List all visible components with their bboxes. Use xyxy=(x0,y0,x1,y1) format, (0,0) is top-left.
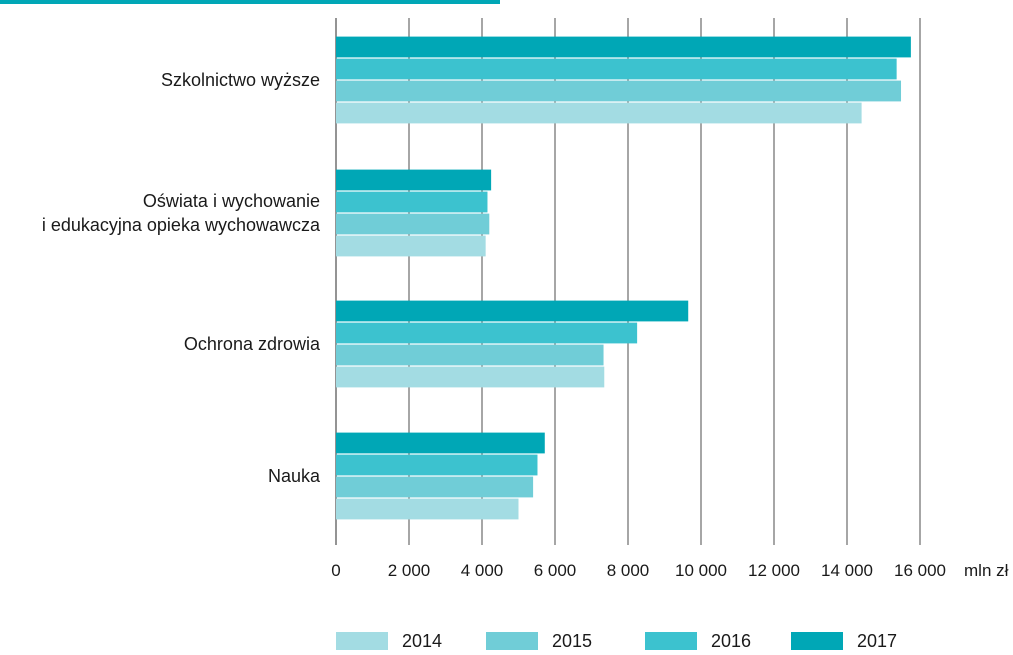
x-tick-label: 10 000 xyxy=(675,561,727,580)
bar-2014 xyxy=(336,366,605,388)
category-label: Szkolnictwo wyższe xyxy=(161,70,320,90)
x-tick-label: 0 xyxy=(331,561,340,580)
legend-item-2015: 2015 xyxy=(486,630,592,652)
category-label: Ochrona zdrowia xyxy=(184,334,321,354)
bar-2017 xyxy=(336,36,911,58)
legend-item-2014: 2014 xyxy=(336,630,442,652)
legend-label: 2015 xyxy=(552,630,593,651)
bar-2015 xyxy=(336,344,604,366)
x-axis-unit: mln zł xyxy=(964,561,1009,580)
bar-2017 xyxy=(336,432,545,454)
bar-2014 xyxy=(336,498,519,520)
bar-2015 xyxy=(336,80,902,102)
legend-swatch xyxy=(336,632,388,650)
bar-2017 xyxy=(336,300,689,322)
bar-2016 xyxy=(336,58,897,80)
x-axis-tick-labels: 0 2 000 4 000 6 000 8 000 10 000 12 000 14 000 1… xyxy=(331,561,1008,580)
legend-item-2016: 2016 xyxy=(645,630,751,652)
legend-swatch xyxy=(645,632,697,650)
x-tick-label: 6 000 xyxy=(534,561,577,580)
bar-2017 xyxy=(336,169,492,191)
bar-2015 xyxy=(336,213,490,235)
legend-item-2017: 2017 xyxy=(791,630,897,652)
legend-label: 2016 xyxy=(711,630,752,651)
bar-2014 xyxy=(336,235,486,257)
x-tick-label: 2 000 xyxy=(388,561,431,580)
bar-2014 xyxy=(336,102,862,124)
legend-swatch xyxy=(486,632,538,650)
bar-2015 xyxy=(336,476,534,498)
x-tick-label: 4 000 xyxy=(461,561,504,580)
bar-layer xyxy=(336,36,911,520)
bar-2016 xyxy=(336,191,488,213)
category-label: i edukacyjna opieka wychowawcza xyxy=(42,215,321,235)
bar-2016 xyxy=(336,454,538,476)
x-tick-label: 12 000 xyxy=(748,561,800,580)
x-tick-label: 16 000 xyxy=(894,561,946,580)
legend-swatch xyxy=(791,632,843,650)
x-tick-label: 8 000 xyxy=(607,561,650,580)
legend-label: 2014 xyxy=(402,630,443,651)
category-label: Nauka xyxy=(268,466,321,486)
top-strip xyxy=(0,0,500,4)
bar-2016 xyxy=(336,322,638,344)
category-labels: Szkolnictwo wyższe Oświata i wychowanie i … xyxy=(42,70,321,486)
category-label: Oświata i wychowanie xyxy=(143,191,320,211)
legend-label: 2017 xyxy=(857,630,898,651)
legend: 2014 2015 2016 2017 xyxy=(336,625,936,655)
x-tick-label: 14 000 xyxy=(821,561,873,580)
